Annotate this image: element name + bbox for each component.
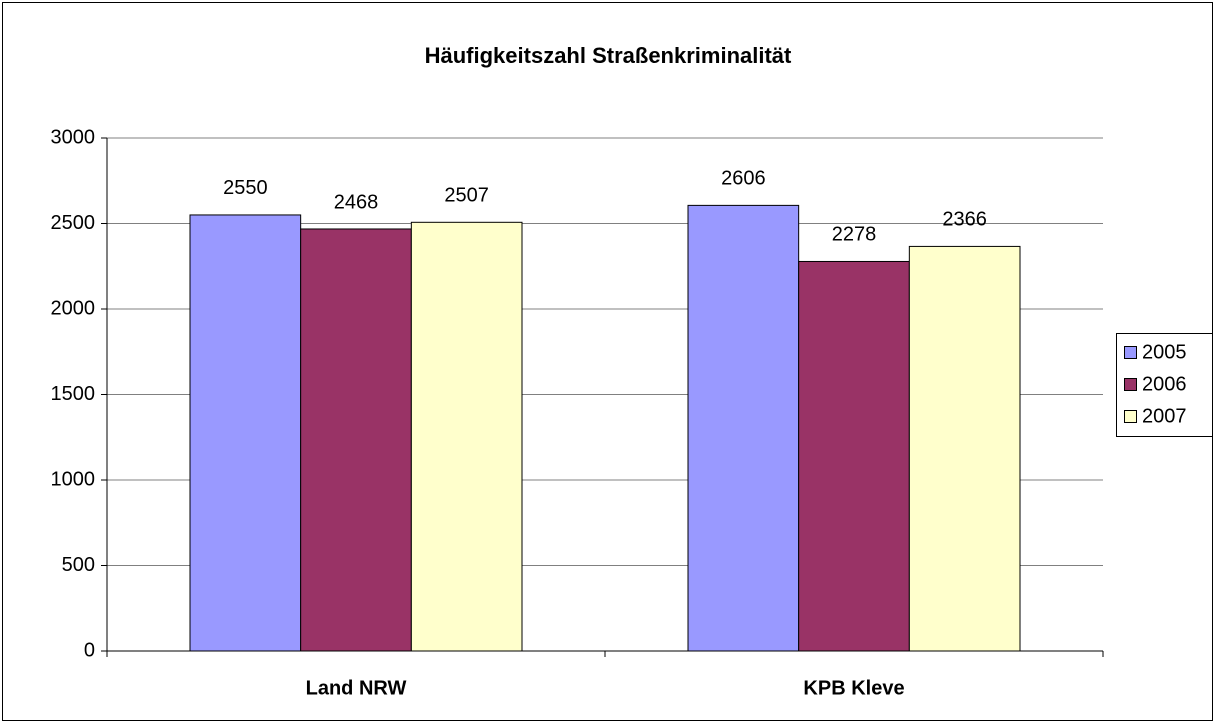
y-tick-label: 500: [62, 554, 95, 576]
legend-label: 2005: [1142, 341, 1187, 363]
bar: [410, 221, 523, 652]
y-tick-label: 2500: [51, 212, 96, 234]
y-tick-label: 1000: [51, 468, 96, 490]
legend-swatch: [1124, 378, 1137, 391]
x-tick-label: KPB Kleve: [803, 677, 904, 699]
bar: [300, 228, 412, 652]
bar: [908, 245, 1021, 652]
y-tick-label: 0: [84, 639, 95, 661]
data-label: 2468: [334, 191, 379, 213]
bar: [798, 260, 910, 652]
x-tick-label: Land NRW: [306, 677, 407, 699]
chart-title: Häufigkeitszahl Straßenkriminalität: [425, 43, 792, 68]
data-label: 2550: [223, 177, 268, 199]
data-label: 2278: [832, 224, 877, 246]
data-label: 2366: [942, 209, 987, 231]
y-tick-label: 1500: [51, 383, 96, 405]
bar: [189, 214, 302, 652]
data-label: 2606: [721, 168, 766, 190]
legend-swatch: [1124, 410, 1137, 423]
legend-swatch: [1124, 346, 1137, 359]
data-label: 2507: [444, 185, 489, 207]
bar: [687, 204, 800, 652]
legend-label: 2007: [1142, 405, 1187, 427]
legend-label: 2006: [1142, 373, 1187, 395]
y-tick-label: 3000: [51, 126, 96, 148]
y-tick-label: 2000: [51, 297, 96, 319]
